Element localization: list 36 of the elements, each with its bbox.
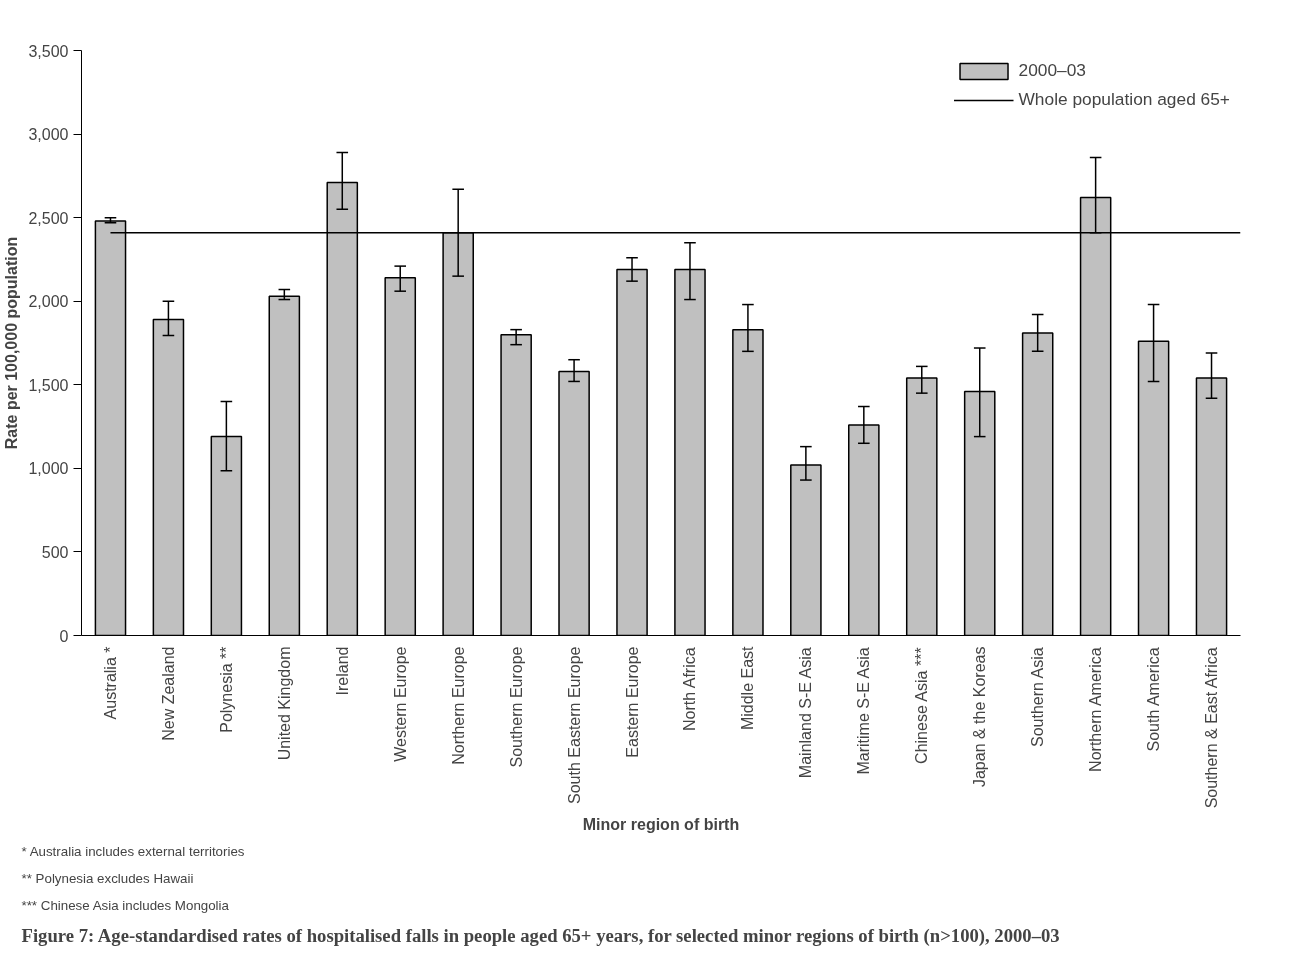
x-tick-label: Northern Europe [449, 646, 467, 765]
x-tick-label: South Eastern Europe [565, 646, 583, 804]
x-axis-title: Minor region of birth [582, 816, 740, 834]
y-tick-label: 2,000 [28, 293, 69, 311]
text: Figure 7: Age-standardised rates of hospitalised falls in people aged 65+ years, for selected minor regions of birth (n>100), 2000–03 [21, 924, 1060, 947]
y-tick-label: 1,500 [28, 376, 69, 394]
x-tick-label: Ireland [333, 646, 351, 696]
y-tick-label: 500 [41, 543, 69, 561]
x-tick-label: Western Europe [391, 646, 409, 762]
x-tick-label: Maritime S-E Asia [855, 647, 873, 775]
x-tick-label: Mainland S-E Asia [797, 647, 815, 779]
text: ** Polynesia excludes Hawaii [21, 870, 194, 886]
x-tick-label: Southern Europe [507, 646, 525, 768]
y-tick-label: 3,000 [28, 126, 69, 144]
x-tick-label: New Zealand [159, 646, 177, 741]
text: *** Chinese Asia includes Mongolia [21, 897, 230, 913]
x-tick-label: Polynesia ** [217, 646, 235, 733]
x-tick-label: Middle East [739, 645, 757, 731]
y-tick-label: 0 [59, 627, 69, 645]
legend-label: Whole population aged 65+ [1018, 89, 1230, 110]
x-tick-label: Southern & East Africa [1203, 647, 1221, 809]
x-tick-label: Eastern Europe [623, 646, 641, 758]
x-tick-label: United Kingdom [275, 646, 293, 761]
x-tick-label: Chinese Asia *** [913, 647, 931, 764]
y-tick-label: 1,000 [28, 460, 69, 478]
y-tick-label: 3,500 [28, 42, 69, 60]
text: * Australia includes external territories [21, 843, 245, 859]
x-tick-label: Australia * [101, 646, 119, 720]
x-tick-label: North Africa [681, 647, 699, 731]
legend-label: 2000–03 [1018, 60, 1086, 81]
x-tick-label: Japan & the Koreas [971, 646, 989, 788]
y-axis-title: Rate per 100,000 population [3, 236, 21, 450]
x-tick-label: Southern Asia [1029, 647, 1047, 748]
x-tick-label: South America [1145, 647, 1163, 752]
y-tick-label: 2,500 [28, 209, 69, 227]
x-tick-label: Northern America [1087, 647, 1105, 772]
